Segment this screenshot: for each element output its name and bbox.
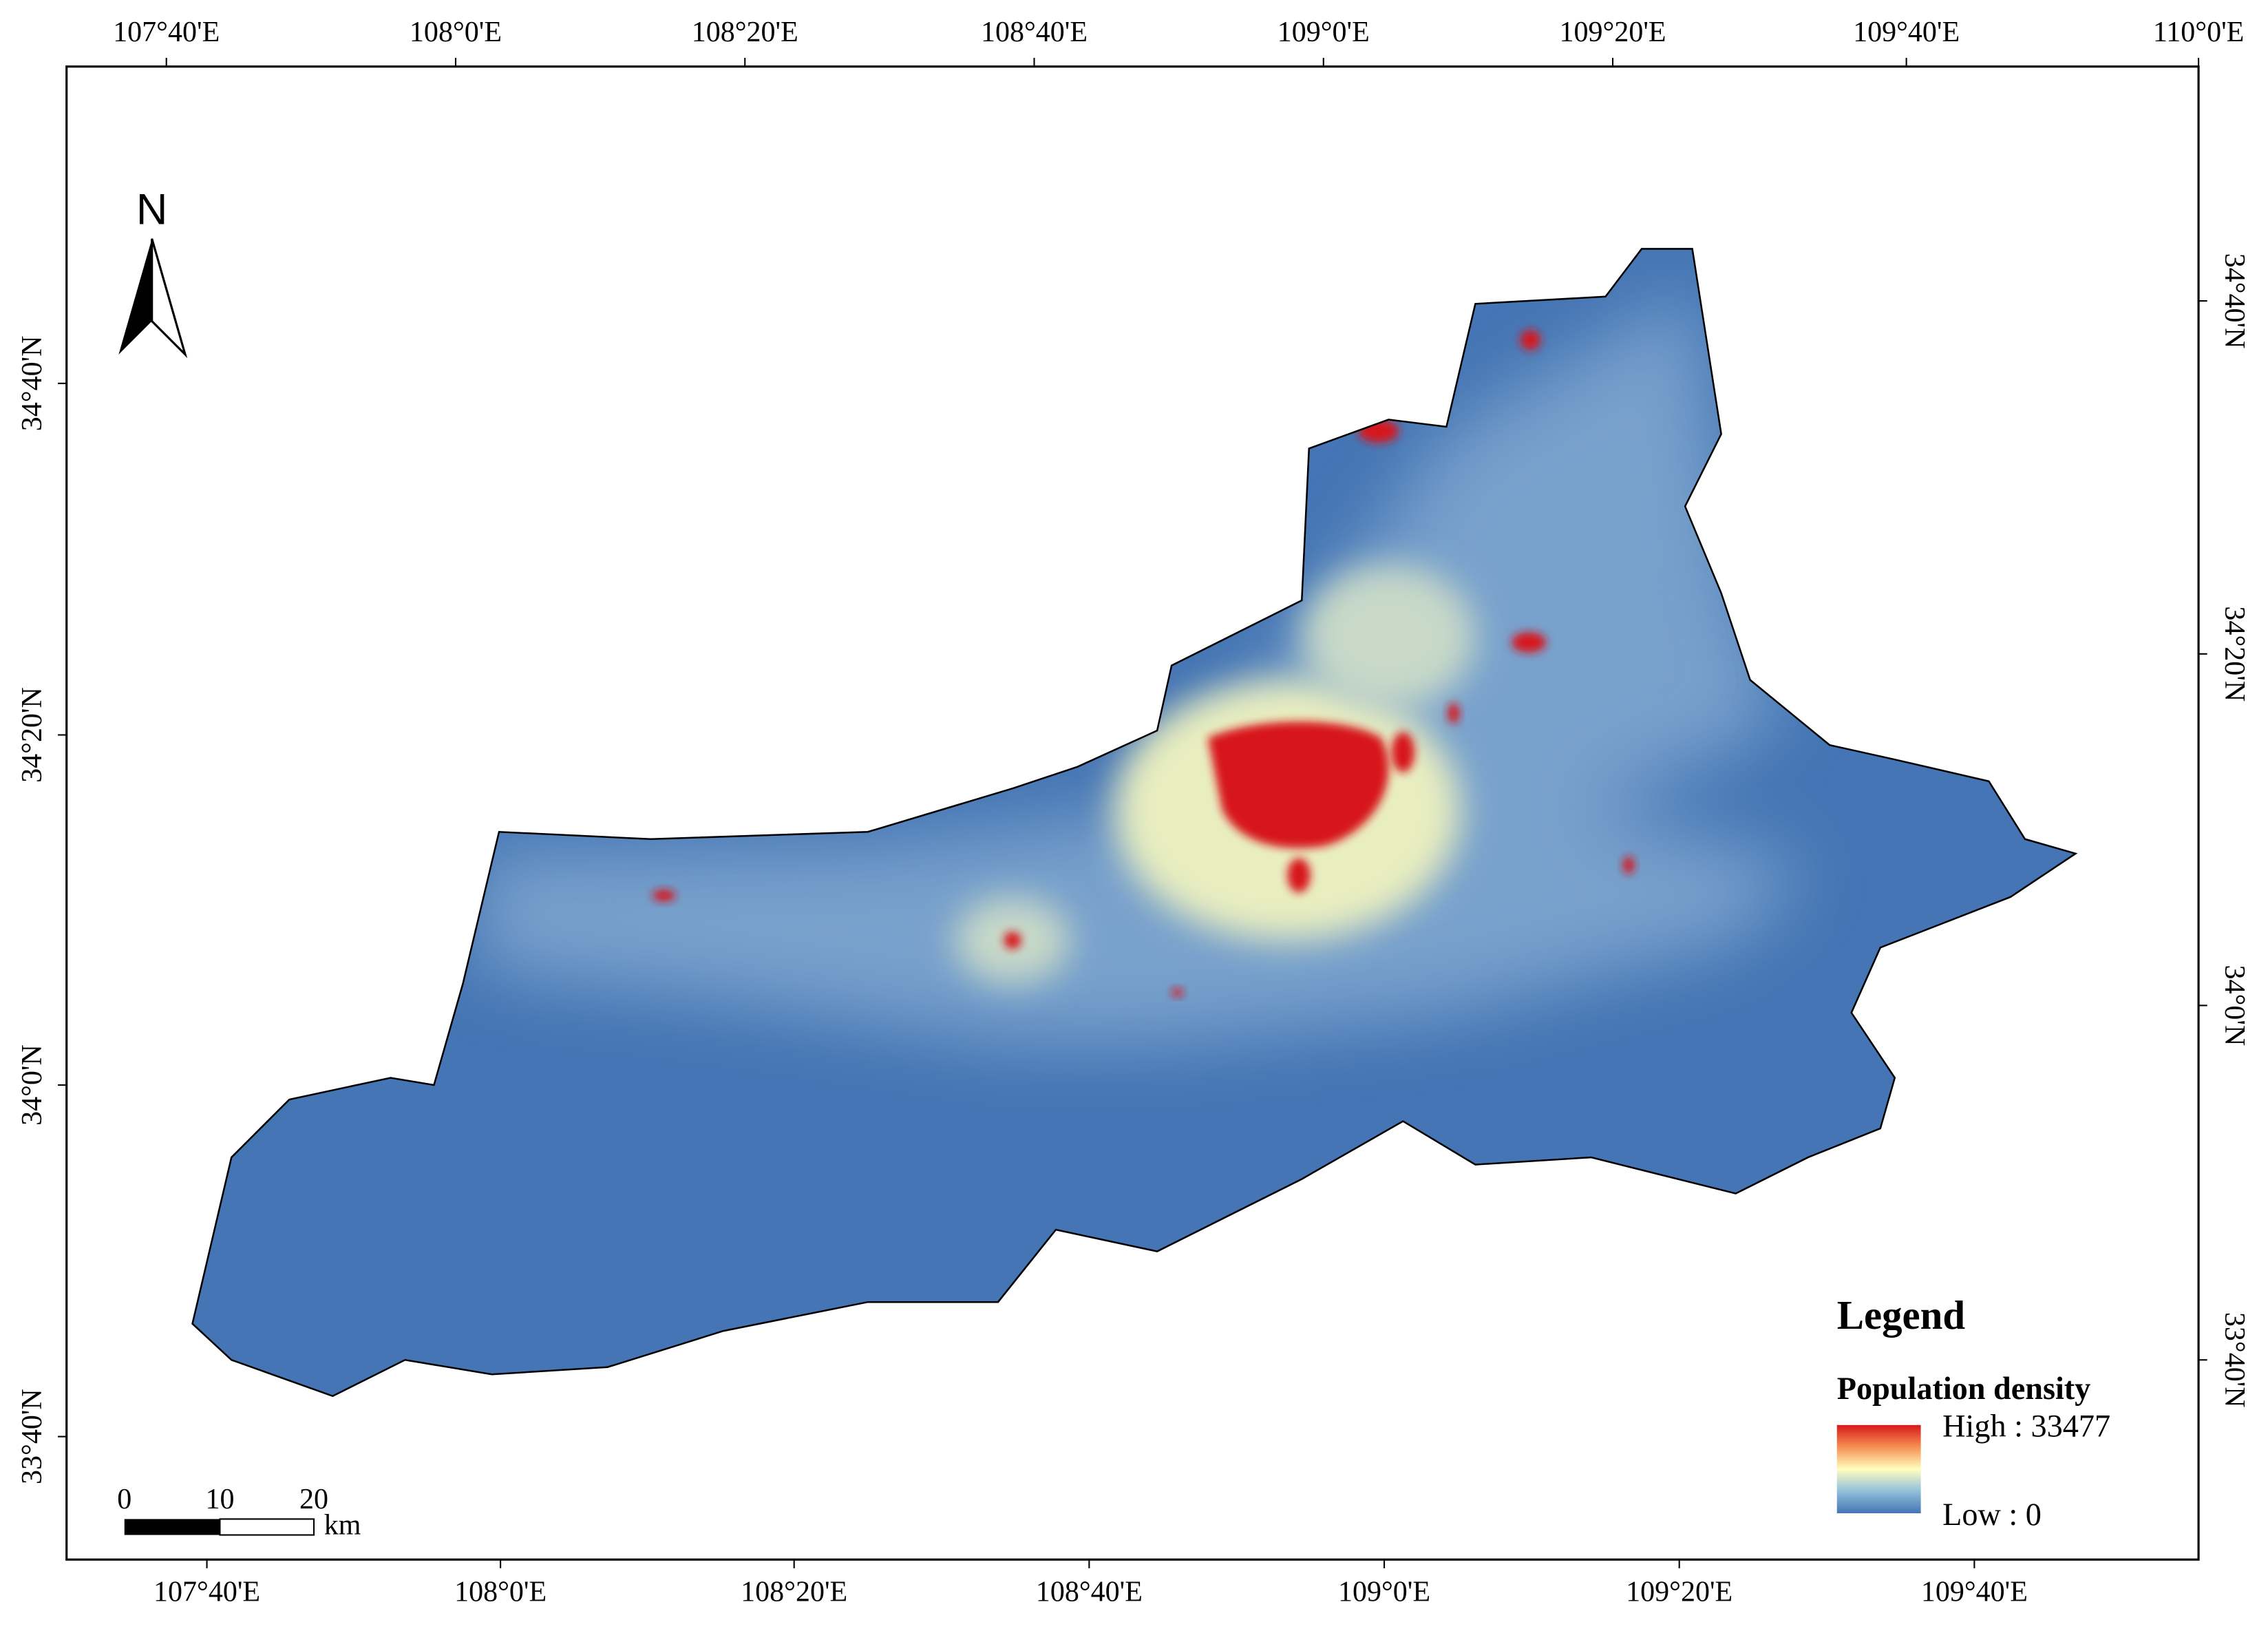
top-label: 109°40'E (1853, 17, 1960, 48)
north-label: N (136, 186, 168, 234)
legend-layer: Population density (1837, 1371, 2091, 1406)
bottom-axis: 107°40'E 108°0'E 108°20'E 108°40'E 109°0'E 10… (153, 1559, 2028, 1608)
top-label: 108°40'E (981, 17, 1088, 48)
bottom-label: 108°0'E (454, 1576, 547, 1608)
top-label: 108°0'E (410, 17, 502, 48)
bottom-label: 108°40'E (1036, 1576, 1143, 1608)
top-label: 108°20'E (692, 17, 798, 48)
right-label: 34°0'N (2218, 965, 2250, 1046)
top-label: 109°0'E (1278, 17, 1370, 48)
legend-high: High : 33477 (1942, 1409, 2110, 1444)
top-label: 110°0'E (2153, 17, 2245, 48)
right-axis: 34°40'N 34°20'N 34°0'N 33°40'N (2198, 253, 2250, 1408)
right-label: 34°40'N (2218, 253, 2250, 349)
scale-unit: km (324, 1510, 361, 1541)
scale-label: 20 (299, 1484, 328, 1515)
bottom-label: 109°20'E (1626, 1576, 1732, 1608)
scale-bar: 0 10 20 km (117, 1484, 361, 1541)
left-axis: 34°40'N 34°20'N 34°0'N 33°40'N (17, 335, 67, 1484)
north-arrow: N (118, 186, 188, 359)
bottom-label: 108°20'E (741, 1576, 847, 1608)
top-label: 109°20'E (1560, 17, 1666, 48)
left-label: 34°40'N (17, 335, 48, 431)
bottom-label: 109°0'E (1338, 1576, 1430, 1608)
left-label: 33°40'N (17, 1389, 48, 1484)
legend-title: Legend (1837, 1293, 1966, 1338)
right-label: 33°40'N (2218, 1312, 2250, 1408)
top-label: 107°40'E (113, 17, 220, 48)
scale-label: 0 (117, 1484, 131, 1515)
left-label: 34°20'N (17, 687, 48, 783)
scale-label: 10 (205, 1484, 234, 1515)
legend-low: Low : 0 (1942, 1497, 2042, 1532)
right-label: 34°20'N (2218, 606, 2250, 702)
legend-ramp (1836, 1424, 1921, 1513)
bottom-label: 109°40'E (1921, 1576, 2028, 1608)
left-label: 34°0'N (17, 1044, 48, 1126)
legend: Legend Population density High : 33477 L… (1836, 1293, 2110, 1532)
top-axis: 107°40'E 108°0'E 108°20'E 108°40'E 109°0'E 10… (113, 17, 2244, 67)
bottom-label: 107°40'E (153, 1576, 260, 1608)
